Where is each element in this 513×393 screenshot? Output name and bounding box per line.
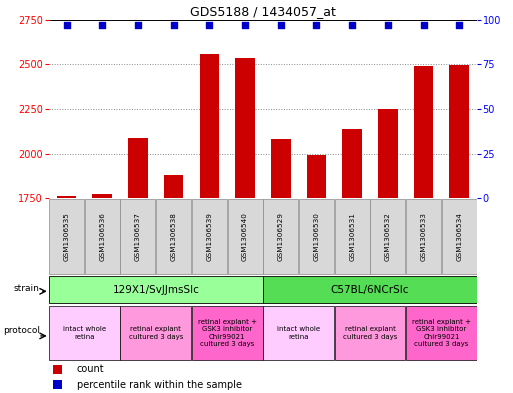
Text: intact whole
retina: intact whole retina (63, 326, 106, 340)
Text: GSM1306533: GSM1306533 (421, 212, 426, 261)
FancyBboxPatch shape (85, 199, 120, 274)
Point (455, 22, 463, 28)
FancyBboxPatch shape (334, 306, 405, 360)
Bar (342, 129, 362, 198)
FancyBboxPatch shape (442, 199, 477, 274)
Text: intact whole
retina: intact whole retina (277, 326, 320, 340)
Point (63, 22, 71, 28)
FancyBboxPatch shape (263, 306, 334, 360)
Bar (53, 365, 62, 373)
Text: 129X1/SvJJmsSlc: 129X1/SvJJmsSlc (112, 285, 199, 295)
FancyBboxPatch shape (228, 199, 263, 274)
Point (420, 22, 428, 28)
Text: GSM1306534: GSM1306534 (456, 212, 462, 261)
Point (312, 22, 321, 28)
FancyBboxPatch shape (299, 199, 334, 274)
FancyBboxPatch shape (263, 199, 298, 274)
Bar (449, 65, 469, 198)
FancyBboxPatch shape (49, 199, 84, 274)
FancyBboxPatch shape (121, 306, 191, 360)
Bar (164, 175, 184, 198)
Text: GSM1306538: GSM1306538 (171, 212, 176, 261)
Bar (378, 109, 398, 198)
FancyBboxPatch shape (263, 276, 477, 303)
Bar (92, 194, 112, 198)
Text: GSM1306529: GSM1306529 (278, 212, 284, 261)
FancyBboxPatch shape (334, 199, 370, 274)
Bar (53, 380, 62, 389)
Point (98, 22, 106, 28)
Point (170, 22, 178, 28)
FancyBboxPatch shape (49, 306, 120, 360)
Text: GSM1306536: GSM1306536 (100, 212, 105, 261)
Bar (57, 196, 76, 198)
Point (384, 22, 392, 28)
FancyBboxPatch shape (49, 276, 263, 303)
Bar (271, 140, 290, 198)
Text: retinal explant
cultured 3 days: retinal explant cultured 3 days (129, 326, 183, 340)
Text: GSM1306537: GSM1306537 (135, 212, 141, 261)
Text: strain: strain (14, 284, 40, 293)
FancyBboxPatch shape (192, 199, 227, 274)
FancyBboxPatch shape (156, 199, 191, 274)
Bar (200, 54, 219, 198)
Bar (128, 138, 148, 198)
Title: GDS5188 / 1434057_at: GDS5188 / 1434057_at (190, 6, 336, 18)
Text: GSM1306530: GSM1306530 (313, 212, 320, 261)
Bar (235, 58, 255, 198)
Bar (413, 66, 433, 198)
FancyBboxPatch shape (121, 199, 155, 274)
Text: C57BL/6NCrSlc: C57BL/6NCrSlc (331, 285, 409, 295)
Text: GSM1306540: GSM1306540 (242, 212, 248, 261)
Text: protocol: protocol (4, 326, 41, 335)
Point (277, 22, 285, 28)
Text: retinal explant +
GSK3 inhibitor
Chir99021
cultured 3 days: retinal explant + GSK3 inhibitor Chir990… (412, 319, 471, 347)
FancyBboxPatch shape (370, 199, 405, 274)
Text: count: count (76, 364, 104, 374)
FancyBboxPatch shape (192, 306, 263, 360)
Point (241, 22, 249, 28)
Text: GSM1306539: GSM1306539 (206, 212, 212, 261)
Text: GSM1306531: GSM1306531 (349, 212, 355, 261)
Point (134, 22, 142, 28)
Text: GSM1306532: GSM1306532 (385, 212, 391, 261)
FancyBboxPatch shape (406, 306, 477, 360)
Text: retinal explant
cultured 3 days: retinal explant cultured 3 days (343, 326, 397, 340)
Bar (307, 155, 326, 198)
Text: GSM1306535: GSM1306535 (64, 212, 70, 261)
Text: percentile rank within the sample: percentile rank within the sample (76, 380, 242, 390)
FancyBboxPatch shape (406, 199, 441, 274)
Text: retinal explant +
GSK3 inhibitor
Chir99021
cultured 3 days: retinal explant + GSK3 inhibitor Chir990… (198, 319, 256, 347)
Point (205, 22, 213, 28)
Point (348, 22, 356, 28)
